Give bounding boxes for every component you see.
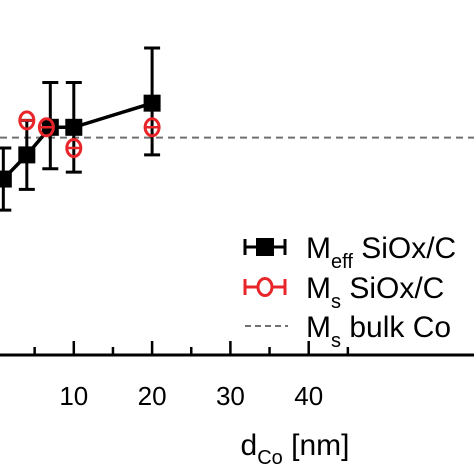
x-tick-label: 20 [138,381,167,411]
data-point-meff [0,170,12,188]
data-point-meff [65,118,83,136]
x-axis: 10 20 30 40 dCo [nm] [0,341,474,469]
legend: Meff SiOx/CMs SiOx/CMs bulk Co [243,232,456,352]
legend-symbol-ms-circle [256,277,274,297]
x-tick-label: 10 [59,381,88,411]
legend-label: Ms bulk Co [306,311,451,352]
legend-symbol-meff-square [256,238,274,256]
x-tick-label: 30 [216,381,245,411]
legend-label: Meff SiOx/C [306,232,456,273]
x-axis-title: dCo [nm] [241,429,350,469]
plot-area [0,46,474,212]
data-point-meff [18,146,36,164]
legend-label: Ms SiOx/C [306,272,444,313]
x-tick-label: 40 [294,381,323,411]
data-point-meff [143,94,161,112]
